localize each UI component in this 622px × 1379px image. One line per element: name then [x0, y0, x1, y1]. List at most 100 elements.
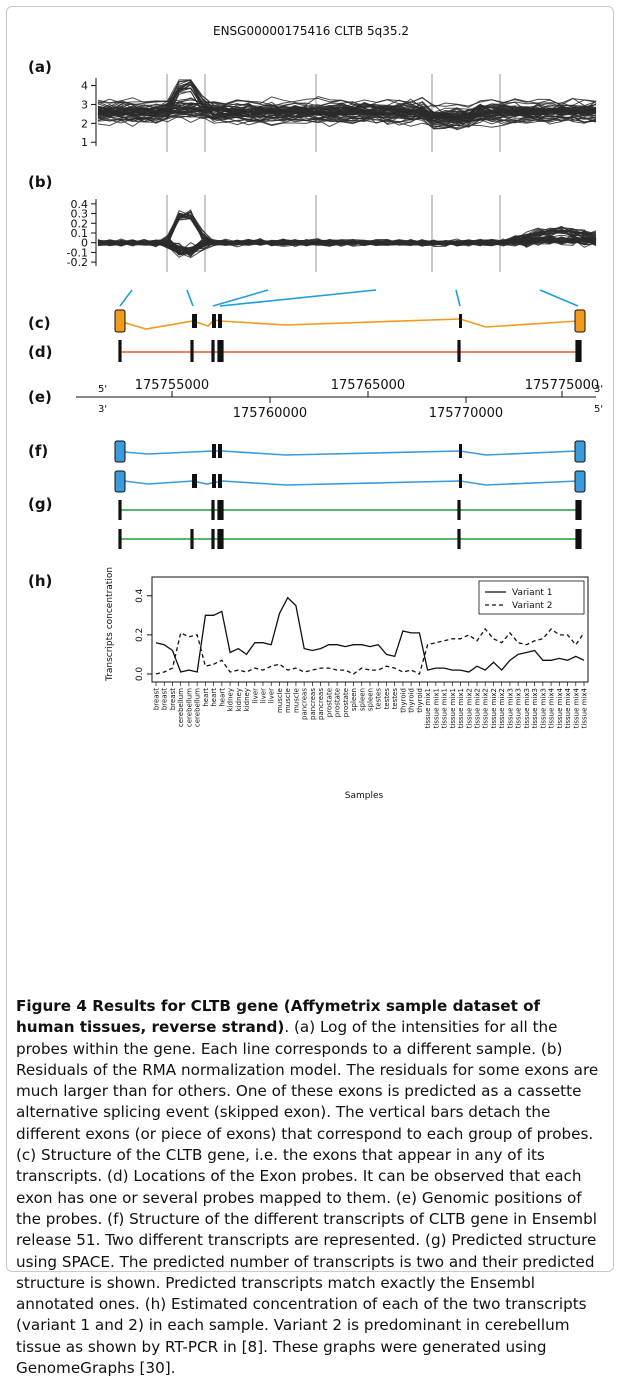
panel-a-sample-line — [97, 100, 597, 119]
figure-title: ENSG00000175416 CLTB 5q35.2 — [213, 24, 409, 38]
panel-a-sample-line — [97, 105, 597, 120]
mapping-line-6 — [539, 289, 579, 307]
mapping-line-2 — [186, 289, 194, 307]
panel-a-sample-line — [97, 98, 597, 117]
chart-h-series-variant-2 — [155, 627, 585, 675]
chart-h-ytick-label-0: 0.0 — [135, 667, 145, 682]
chart-h-xtick-label: tissue mix3 — [523, 688, 531, 728]
panel-c-gene-structure — [114, 309, 586, 333]
chart-h-xtick-label: liver — [260, 688, 268, 703]
chart-h-xtick-label: spleen — [367, 688, 375, 711]
predicted-transcript-1-exon-1 — [118, 500, 122, 520]
panel-a-sample-line — [97, 101, 597, 118]
ensembl-transcript-2-exon-first — [114, 470, 126, 493]
panel-label-a: (a) — [28, 58, 52, 76]
chart-h-xtick-label: muscle — [292, 688, 300, 713]
chart-h-xtick-label: tissue mix2 — [490, 688, 498, 728]
chart-h-xtick-label: cerebellum — [194, 688, 202, 727]
predicted-transcript-1-exon-6 — [575, 500, 579, 520]
chart-h-xtick-label: tissue mix4 — [581, 687, 589, 728]
chart-h-xtick-label: tissue mix2 — [482, 688, 490, 728]
chart-h-ytick-label-2: 0.4 — [135, 588, 145, 603]
panel-a-sample-line — [97, 79, 597, 108]
panel-b-ytick-label-6: 0.4 — [71, 198, 89, 211]
chart-h-xtick-label: liver — [268, 688, 276, 703]
chart-h-xtick-label: spleen — [350, 688, 358, 711]
chart-h-xtick-label: breast — [161, 688, 169, 710]
probe-mapping-lines — [119, 289, 579, 307]
mapping-line-3 — [212, 289, 269, 307]
chart-h-xtick-label: breast — [169, 688, 177, 710]
chart-h-xtick-label: tissue mix1 — [424, 688, 432, 728]
panel-b-ytick-label-1: -0.1 — [67, 246, 88, 259]
chart-h-xtick-label: tissue mix4 — [548, 687, 556, 728]
caption-title: Figure 4 Results for CLTB gene (Affymetr… — [16, 997, 541, 1037]
probe-mark-3 — [211, 340, 215, 362]
panel-a-sample-line — [97, 81, 597, 119]
panel-b-sample-line — [97, 211, 597, 247]
axis-top-right-end: 3' — [594, 384, 603, 395]
chart-h-xtick-label: tissue mix1 — [457, 688, 465, 728]
ensembl-transcript-2-exon-last — [574, 470, 586, 493]
legend-box — [478, 580, 585, 615]
chart-h-xtick-label: pancreas — [317, 688, 325, 720]
gene-exon-5 — [459, 314, 462, 328]
ensembl-transcript-2-exon-5 — [459, 474, 462, 488]
panel-a-ytick-label-2: 2 — [81, 117, 88, 130]
panel-a-ytick-label-4: 4 — [81, 80, 88, 93]
chart-h-xtick-label: heart — [202, 688, 210, 707]
panel-label-h: (h) — [28, 572, 52, 590]
probe-mark-7 — [575, 340, 579, 362]
chart-h-xtick-label: pancreas — [309, 688, 317, 720]
chart-h-xtick-label: tissue mix3 — [506, 688, 514, 728]
probe-mark-4 — [217, 340, 221, 362]
chart-h-xtick-label: tissue mix1 — [441, 688, 449, 728]
chart-h-xtick-label: prostate — [334, 688, 342, 717]
ensembl-transcript-1-exon-last — [574, 440, 586, 463]
chart-h-ylabel: Transcripts concentration — [105, 567, 115, 682]
panel-a-sample-line — [97, 87, 597, 125]
predicted-transcript-2-exon-7 — [575, 529, 579, 549]
panel-e-genomic-axis: 5' 3' 3' 5' 175755000 175765000 17577500… — [76, 378, 603, 421]
gene-intron-line — [121, 318, 579, 330]
panel-a-ytick-label-3: 3 — [81, 98, 88, 111]
panel-label-b: (b) — [28, 173, 52, 191]
chart-h-xtick-label: tissue mix3 — [539, 688, 547, 728]
panel-g-predicted-transcripts — [118, 500, 582, 549]
chart-h-xtick-label: muscle — [276, 688, 284, 713]
ensembl-transcript-1-line — [123, 450, 579, 456]
chart-h-xtick-label: kidney — [235, 688, 243, 711]
axis-bottom-right-end: 5' — [594, 404, 603, 415]
axis-label-upper-2: 175765000 — [331, 378, 405, 393]
panel-b-residuals: -0.2-0.100.10.20.30.4 — [67, 195, 597, 272]
chart-h-xtick-label: spleen — [358, 688, 366, 711]
ensembl-transcript-2-exon-2 — [192, 474, 197, 488]
panel-label-d: (d) — [28, 343, 52, 361]
chart-h-xtick-label: cerebellum — [185, 688, 193, 727]
predicted-transcript-2-exon-3 — [211, 529, 215, 549]
probe-mark-5 — [220, 340, 224, 362]
ensembl-transcript-2-exon-3 — [212, 474, 216, 488]
panel-a-sample-line — [97, 112, 597, 131]
axis-label-lower-2: 175770000 — [429, 406, 503, 421]
chart-h-xtick-label: heart — [218, 688, 226, 707]
chart-h-xtick-label: kidney — [227, 688, 235, 711]
panel-b-ytick-label-5: 0.3 — [71, 208, 89, 221]
predicted-transcript-2-exon-6 — [457, 529, 461, 549]
mapping-line-5 — [455, 289, 461, 307]
chart-h-xtick-label: thyroid — [416, 688, 424, 713]
ensembl-transcript-1-exon-3 — [218, 444, 222, 458]
chart-h-xlabel: Samples — [345, 791, 384, 801]
figure-caption: Figure 4 Results for CLTB gene (Affymetr… — [16, 996, 600, 1379]
chart-h-xtick-label: prostate — [325, 688, 333, 717]
panel-a-sample-line — [97, 101, 597, 115]
panel-d-probe-locations — [118, 340, 582, 362]
panel-a-ytick-label-1: 1 — [81, 136, 88, 149]
chart-h-xtick-label: prostate — [342, 688, 350, 717]
axis-label-upper-1: 175755000 — [135, 378, 209, 393]
predicted-transcript-1-exon-7 — [578, 500, 582, 520]
predicted-transcript-1-exon-5 — [457, 500, 461, 520]
ensembl-transcript-1-exon-2 — [212, 444, 216, 458]
panel-b-ytick-label-2: 0 — [81, 237, 88, 250]
mapping-line-1 — [119, 289, 133, 307]
